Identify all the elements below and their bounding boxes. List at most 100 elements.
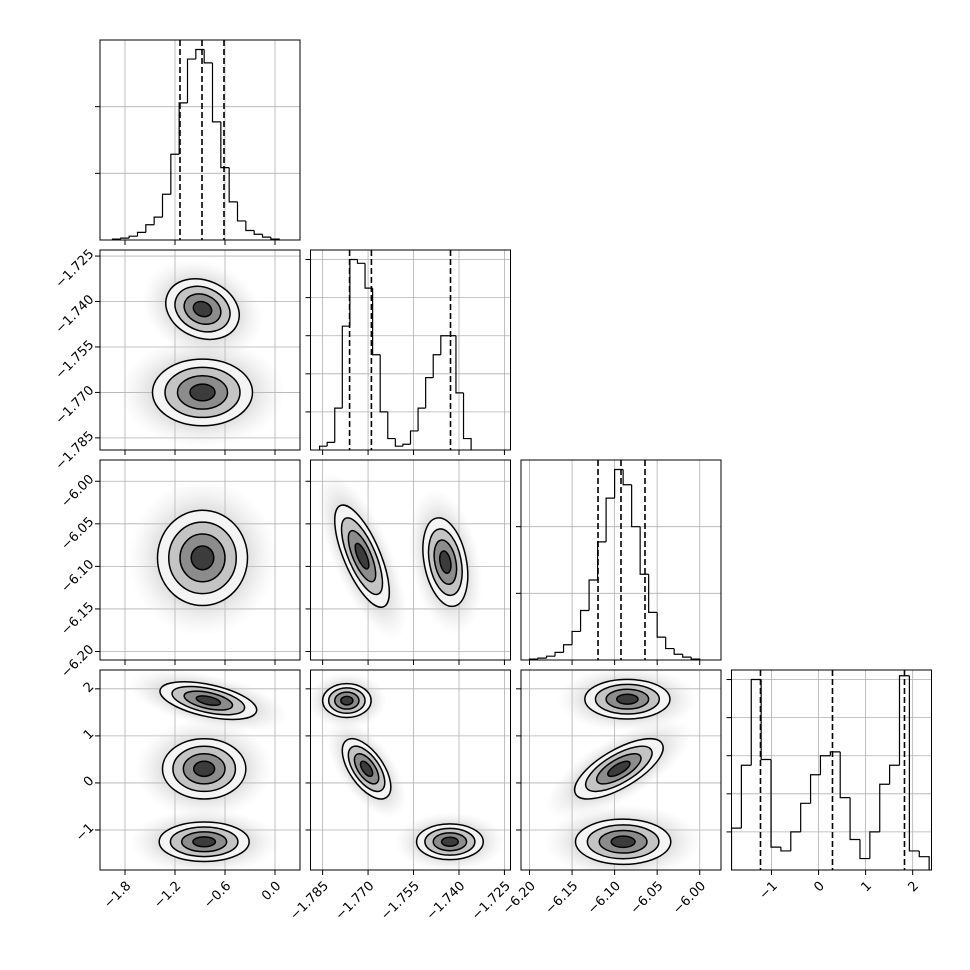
x-tick-label: −6.00 xyxy=(670,879,709,918)
x-tick-label: −1.770 xyxy=(333,879,378,924)
contour xyxy=(190,545,215,571)
contour xyxy=(340,695,354,706)
panel: −6.00 −6.05−6.10 −6.15−6.20 xyxy=(59,459,301,681)
y-tick-label: 1 xyxy=(81,727,97,743)
panel-frame xyxy=(310,249,511,451)
plot-area xyxy=(318,250,472,450)
hist-bin xyxy=(790,831,801,851)
hist-bin xyxy=(819,755,831,775)
hist-bin xyxy=(596,541,607,580)
hist-bin xyxy=(440,335,449,355)
contour xyxy=(193,760,216,778)
hist-bin xyxy=(731,827,742,870)
hist-bin xyxy=(372,288,381,356)
hist-bin xyxy=(417,407,426,431)
y-tick-label: 0 xyxy=(81,774,97,790)
plot-area xyxy=(310,672,505,870)
x-tick-label: −6.10 xyxy=(585,879,624,918)
hist-bin xyxy=(631,484,641,528)
hist-bin xyxy=(869,831,880,859)
panel-frame xyxy=(310,459,511,661)
panel: −1.8 −1.2 −0.6 0.0 2 1 0 −1 xyxy=(73,669,301,912)
hist-bin xyxy=(220,121,230,169)
hist-bin xyxy=(178,102,188,155)
panel-frame xyxy=(731,669,932,871)
hist-bin xyxy=(455,335,464,394)
hist-bin xyxy=(432,354,441,378)
panel: −6.20 −6.15 −6.10 −6.05 −6.00 xyxy=(500,669,722,918)
hist-bin xyxy=(859,839,870,860)
contour xyxy=(195,695,222,707)
hist-bin xyxy=(318,445,328,450)
y-tick-label: −1.770 xyxy=(53,383,98,428)
hist-bin xyxy=(228,167,238,203)
x-tick-label: −1.785 xyxy=(287,879,332,924)
hist-bin xyxy=(379,354,388,413)
hist-bin xyxy=(349,258,358,327)
hist-bin xyxy=(394,438,403,447)
x-tick-label: 0 xyxy=(811,879,827,895)
hist-bin xyxy=(161,193,171,218)
hist-bin xyxy=(614,468,624,499)
hist-bin xyxy=(639,526,649,575)
plot-area xyxy=(128,479,277,637)
y-tick-label: −1.740 xyxy=(53,292,98,337)
panel-frame xyxy=(520,669,722,871)
y-tick-label: −1 xyxy=(73,821,97,845)
y-tick-label: −1.785 xyxy=(53,429,98,474)
panel xyxy=(305,249,511,455)
hist-bin xyxy=(537,657,547,660)
contour xyxy=(192,300,213,318)
contour xyxy=(192,836,217,848)
hist-bin xyxy=(545,655,556,659)
panel: −1.725−1.740−1.755−1.770−1.785 xyxy=(53,247,301,474)
hist-bin xyxy=(839,751,851,799)
hist-bin xyxy=(236,201,246,222)
hist-bin xyxy=(656,612,666,638)
panel-frame xyxy=(520,459,722,661)
hist-bin xyxy=(648,574,658,613)
hist-bin xyxy=(409,430,419,445)
y-tick-label: 2 xyxy=(81,680,97,696)
hist-bin xyxy=(245,220,255,232)
hist-bin xyxy=(425,377,434,409)
y-tick-label: −1.725 xyxy=(53,247,98,292)
hist-bin xyxy=(136,231,146,237)
hist-bin xyxy=(170,153,180,195)
plot-area xyxy=(731,670,930,870)
x-tick-label: −1 xyxy=(757,879,781,903)
contour xyxy=(607,760,631,778)
x-tick-label: 0.0 xyxy=(259,879,284,904)
hist-bin xyxy=(554,651,564,657)
hist-bin xyxy=(622,469,632,486)
panel-frame xyxy=(99,669,301,871)
hist-bin xyxy=(402,443,411,447)
panel xyxy=(516,459,722,665)
panel-frame xyxy=(99,249,301,451)
hist-bin xyxy=(588,579,598,611)
hist-bin xyxy=(341,325,350,409)
x-tick-label: −1.755 xyxy=(378,879,423,924)
hist-bin xyxy=(879,783,890,832)
plot-area xyxy=(111,40,280,240)
hist-bin xyxy=(829,751,841,756)
contour xyxy=(189,383,216,402)
hist-bin xyxy=(740,764,752,829)
y-tick-label: −6.10 xyxy=(59,557,98,596)
panel: −1 0 1 2 xyxy=(726,669,932,903)
hist-bin xyxy=(682,654,692,658)
x-tick-label: −1.740 xyxy=(424,879,469,924)
hist-bin xyxy=(780,847,791,852)
contour xyxy=(438,550,452,574)
x-tick-label: −6.15 xyxy=(543,879,582,918)
hist-bin xyxy=(665,637,675,650)
hist-bin xyxy=(211,62,221,123)
hist-bin xyxy=(809,774,821,804)
plot-area xyxy=(544,670,702,870)
y-tick-label: −6.20 xyxy=(59,642,98,681)
hist-bin xyxy=(898,675,910,766)
x-tick-label: −0.6 xyxy=(201,879,234,912)
contour xyxy=(610,835,636,849)
hist-bin xyxy=(145,224,155,233)
